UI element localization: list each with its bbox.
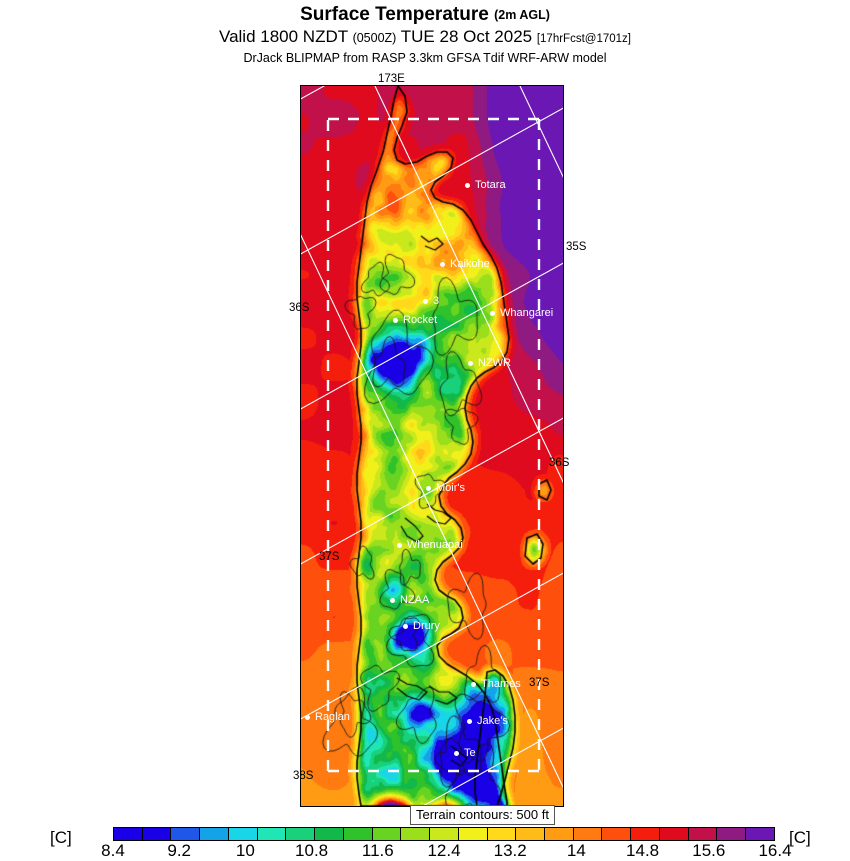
colorbar-swatch [717,828,747,840]
colorbar-swatch [516,828,546,840]
colorbar-tick: 15.6 [692,841,726,860]
site-marker-dot [465,183,470,188]
colorbar-unit-left: [C] [50,828,72,847]
colorbar-swatch [631,828,660,840]
colorbar-swatch [171,828,201,840]
colorbar-swatch [114,828,143,840]
graticule-line [374,86,563,484]
colorbar-unit-right: [C] [789,828,811,847]
colorbar-swatch [286,828,316,840]
site-marker-dot [468,361,473,366]
forecast-hour-tag: [17hrFcst@1701z] [536,33,631,45]
graticule-line [301,107,563,255]
colorbar: [C] [C] 8.4 9.2 10 10.8 11.6 12.4 13.2 14 14.8 15… [0,824,850,860]
valid-utc-time: (0500Z) [352,31,397,45]
model-source-line: DrJack BLIPMAP from RASP 3.3km GFSA Tdif… [243,51,607,65]
colorbar-swatch [688,828,718,840]
temperature-map[interactable] [300,85,564,807]
colorbar-swatch [602,828,632,840]
colorbar-tick: 16.4 [758,841,792,860]
graticule-label: 38S [293,770,314,782]
graticule-label: 173E [378,73,405,85]
colorbar-tick: 13.2 [493,841,527,860]
map-vector-overlay [301,86,563,806]
colorbar-swatches [113,827,775,841]
colorbar-swatch [315,828,344,840]
site-marker-dot [440,262,445,267]
colorbar-swatch [487,828,517,840]
site-marker-dot [467,719,472,724]
valid-date: TUE 28 Oct 2025 [400,27,533,46]
colorbar-tick: 10.8 [295,841,329,860]
graticule-line [301,417,563,565]
colorbar-swatch [545,828,574,840]
graticule-line [421,727,563,806]
site-marker-dot [390,598,395,603]
terrain-contour-label: Terrain contours: 500 ft [416,807,549,822]
colorbar-swatch [257,828,287,840]
colorbar-swatch [228,828,258,840]
colorbar-swatch [142,828,172,840]
graticule-label: 35S [566,241,587,253]
colorbar-tick: 14 [566,841,586,860]
graticule-line [301,86,326,100]
site-marker-dot [397,543,402,548]
colorbar-tick: 14.8 [626,841,660,860]
graticule-label: 37S [319,551,340,563]
chart-header: Surface Temperature (2m AGL) Valid 1800 … [0,0,850,66]
colorbar-swatch [401,828,431,840]
colorbar-swatch [200,828,229,840]
graticule-label: 36S [549,457,570,469]
site-marker-dot [393,318,398,323]
page-title: Surface Temperature (2m AGL) [0,4,850,26]
site-marker-dot [423,299,428,304]
colorbar-tick: 9.2 [167,841,192,860]
colorbar-swatch [372,828,402,840]
colorbar-swatch [746,828,774,840]
graticule-label: 37S [529,677,550,689]
colorbar-tick: 10 [235,841,255,860]
graticule-line [301,262,563,410]
colorbar-swatch [458,828,488,840]
colorbar-tick: 11.6 [361,841,394,860]
colorbar-tick: 12.4 [427,841,461,860]
graticule-line [519,86,563,178]
colorbar-swatch [659,828,689,840]
colorbar-swatch [430,828,459,840]
graticule-line [301,234,563,789]
site-marker-dot [403,624,408,629]
colorbar-swatch [573,828,603,840]
graticule-line [301,572,563,720]
site-marker-dot [305,715,310,720]
terrain-contour-legend: Terrain contours: 500 ft [410,805,555,825]
valid-local-time: Valid 1800 NZDT [219,27,348,46]
site-marker-dot [471,682,476,687]
colorbar-tick: 8.4 [101,841,125,860]
colorbar-swatch [343,828,373,840]
graticule-label: 36S [289,302,310,314]
valid-time-line: Valid 1800 NZDT (0500Z) TUE 28 Oct 2025 … [0,26,850,50]
site-marker-dot [490,311,495,316]
title-subscript: (2m AGL) [494,8,550,22]
colorbar-tick-labels: 8.4 9.2 10 10.8 11.6 12.4 13.2 14 14.8 15.6 16.4 [101,841,791,861]
title-main: Surface Temperature [300,4,489,25]
site-marker-dot [426,486,431,491]
site-marker-dot [454,751,459,756]
